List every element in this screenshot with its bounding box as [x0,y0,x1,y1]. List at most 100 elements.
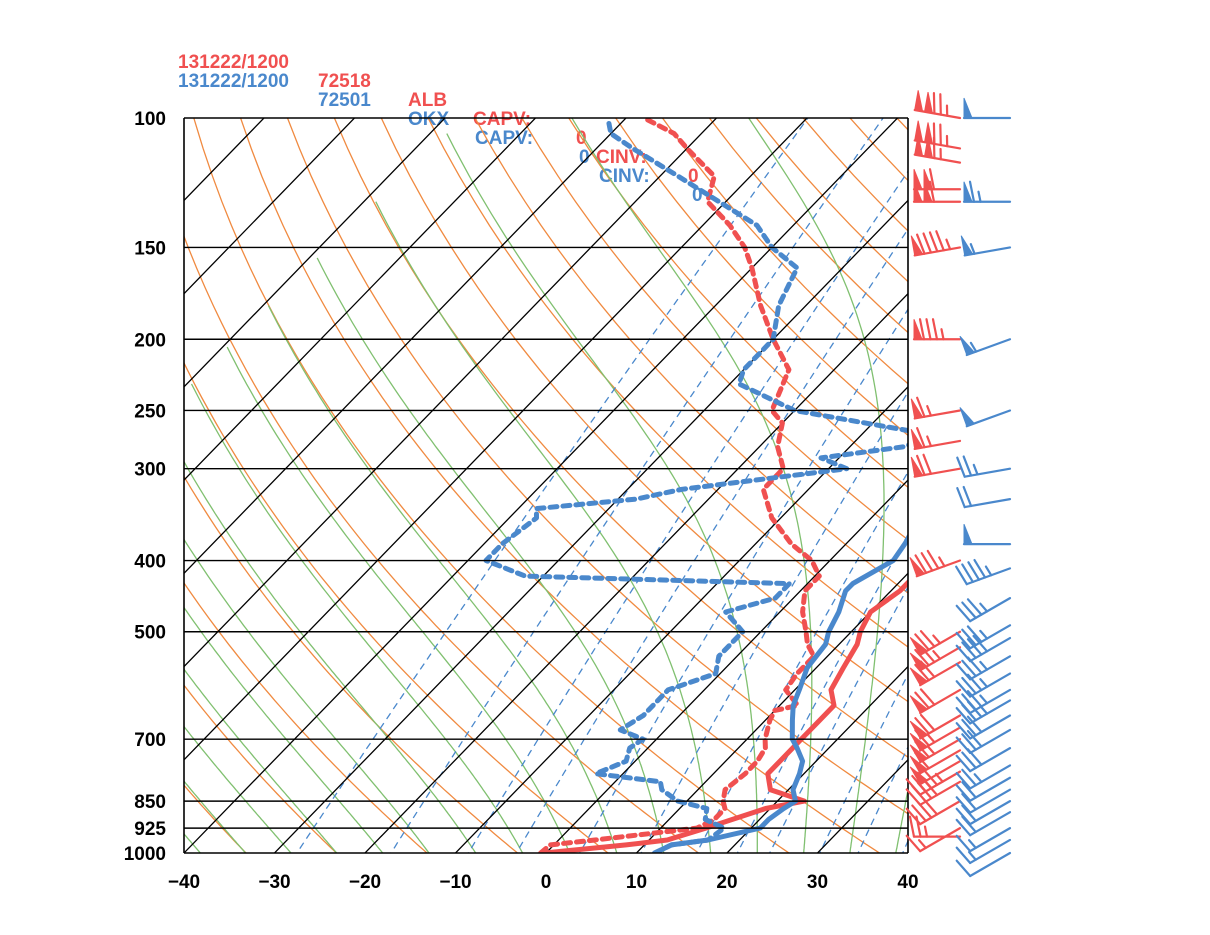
barb-feather [955,722,972,740]
okx-wind-barb [955,714,1012,740]
alb-wind-barb [909,749,962,775]
barb-feather [911,804,927,822]
barb-feather [922,232,933,254]
barb-feather [966,625,983,643]
barb-half-feather [979,704,989,715]
moist-adiabat [190,383,524,853]
barb-feather [919,645,936,664]
x-tick-label: −30 [258,872,290,893]
isotherm [0,84,116,868]
barb-feather [972,634,989,653]
barb-flag [913,169,923,190]
barb-feather [931,318,939,341]
barb-feather [916,233,926,255]
header-alb-station: ALB [408,90,448,111]
header-alb-datetime: 131222/1200 [178,52,289,73]
barb-feather [966,715,983,734]
barb-feather [967,561,981,581]
alb-wind-barb [913,134,962,164]
barb-feather [955,706,972,725]
alb-wind-barb [910,230,962,257]
barb-feather [925,318,932,341]
barb-feather [955,818,972,837]
x-tick-label: 40 [897,872,918,893]
isotherm [635,572,908,853]
y-tick-label: 400 [134,552,166,573]
okx-wind-barb [962,523,1012,546]
barb-shaft [919,780,962,806]
header-alb-cinv-value: 0 [688,166,699,187]
okx-wind-barb [955,827,1012,853]
barb-feather [919,688,936,706]
barb-feather [961,601,977,619]
x-tick-label: −20 [349,872,381,893]
y-tick-label: 850 [134,792,166,813]
barb-feather [961,718,977,737]
moist-adiabat [184,460,477,853]
barb-feather [961,676,977,695]
header-alb-cinv-label: CINV: [596,147,647,168]
okx-wind-barb [955,764,1012,790]
barb-shaft [969,672,1012,698]
moist-adiabat [571,118,813,853]
barb-feather [928,180,936,203]
barb-feather [961,768,977,787]
barb-feather [919,630,936,648]
dry-adiabat [184,234,700,853]
y-tick-label: 700 [134,730,166,751]
barb-half-feather [979,629,989,640]
barb-feather [961,641,977,659]
okx-wind-barb [955,788,1012,814]
moist-adiabat [895,786,908,853]
barb-feather [919,660,936,679]
isotherm [726,665,908,853]
dry-adiabat [184,475,519,853]
barb-feather [955,834,972,853]
wind-barbs [905,90,1012,878]
barb-shaft [969,688,1012,715]
barb-flag [923,91,934,114]
barb-flag [910,235,924,256]
okx-wind-barb [955,655,1012,681]
barb-feather [920,552,934,572]
x-tick-label: −40 [168,872,200,893]
barb-shaft [969,788,1012,814]
barb-flag [910,456,924,478]
barb-shaft [969,827,1012,853]
okx-wind-barb [955,597,1012,623]
isotherm [184,118,899,853]
barb-feather [955,604,972,623]
barb-half-feather [972,463,979,476]
barb-feather [961,792,977,811]
barb-feather [914,663,930,682]
isotherm [545,479,908,853]
y-tick-label: 100 [134,109,166,130]
mixing-ratio-line [736,533,908,853]
dry-adiabat [474,118,908,594]
header-alb-station-id: 72518 [318,71,371,92]
header-okx-station-id: 72501 [318,90,371,111]
barb-feather [914,633,930,651]
barb-feather [955,754,972,773]
barb-feather [962,485,973,508]
barb-feather [966,638,983,656]
barb-half-feather [934,772,944,783]
mixing-ratio-line [901,839,908,853]
isotherm [0,84,206,868]
y-tick-label: 300 [134,460,166,481]
barb-flag [909,652,928,672]
barb-feather [955,796,972,814]
header-line-alb: 131222/1200 72518 ALB CAPV: 0 CINV: 0 [178,34,699,186]
moist-adiabat [184,668,338,853]
barb-feather [926,549,940,570]
barb-flag [910,398,924,420]
okx-wind-barb [955,672,1012,698]
barb-feather [916,781,933,800]
dry-adiabat [1004,84,1210,868]
barb-feather [928,168,936,191]
barb-feather [966,748,983,766]
alb-wind-barb [910,396,962,420]
okx-wind-barb [955,811,1012,837]
